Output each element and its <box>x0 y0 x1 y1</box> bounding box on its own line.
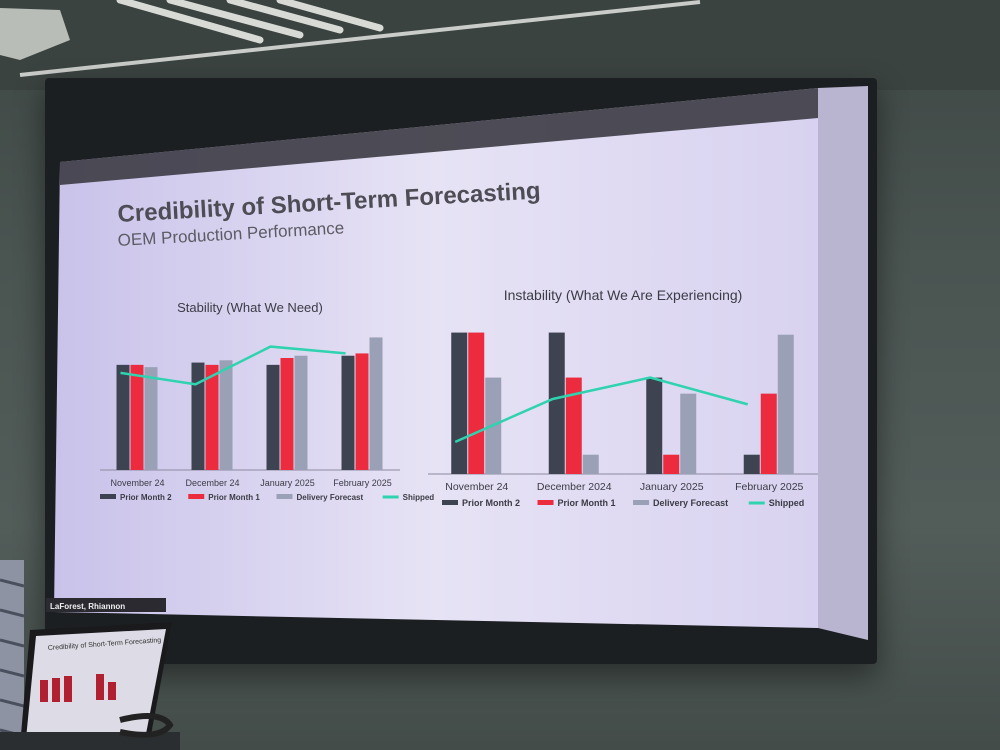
legend-label: Prior Month 1 <box>558 498 616 508</box>
chart-legend: Prior Month 2 Prior Month 1 Delivery Forec… <box>100 493 434 502</box>
bar-prior-month-2 <box>266 364 280 470</box>
bar-delivery-forecast <box>219 360 233 470</box>
bar-delivery-forecast <box>144 367 158 470</box>
bar-delivery-forecast <box>582 454 599 474</box>
line-shipped <box>454 376 749 444</box>
bar-prior-month-2 <box>451 332 468 474</box>
x-tick-label: November 24 <box>110 478 164 488</box>
x-tick-label: February 2025 <box>333 478 392 488</box>
bar-prior-month-1 <box>468 332 485 474</box>
legend-swatch <box>442 500 458 505</box>
chart-legend: Prior Month 2 Prior Month 1 Delivery Forec… <box>442 498 804 508</box>
bar-prior-month-2 <box>341 355 355 470</box>
footer-bar <box>46 598 166 612</box>
bar-prior-month-1 <box>130 364 144 470</box>
bar-delivery-forecast <box>369 337 383 470</box>
bar-prior-month-1 <box>663 454 680 474</box>
legend-label: Shipped <box>769 498 805 508</box>
screen-right-band <box>818 86 868 640</box>
bar-prior-month-2 <box>646 377 663 474</box>
bar-prior-month-1 <box>205 364 219 470</box>
ceiling-fixtures <box>0 0 1000 90</box>
chart-instability: Instability (What We Are Experiencing) No… <box>428 287 818 508</box>
bar-delivery-forecast <box>777 334 794 474</box>
legend-label: Shipped <box>403 493 435 502</box>
chart-title: Stability (What We Need) <box>177 300 323 315</box>
slide-background <box>54 88 818 628</box>
line-shipped <box>120 345 346 386</box>
bar-prior-month-2 <box>191 362 205 470</box>
bar-prior-month-1 <box>280 358 294 470</box>
laptop: Credibility of Short-Term Forecasting <box>0 622 180 750</box>
legend-swatch <box>188 494 205 499</box>
chart-title: Instability (What We Are Experiencing) <box>504 287 743 303</box>
legend-swatch <box>100 494 116 499</box>
legend-swatch <box>276 494 293 499</box>
legend-label: Delivery Forecast <box>296 493 363 502</box>
x-tick-label: January 2025 <box>640 481 704 493</box>
legend-swatch <box>537 500 554 505</box>
slide-header-band <box>60 88 818 185</box>
footer-name: LaForest, Rhiannon <box>50 602 125 611</box>
legend-label: Delivery Forecast <box>653 498 728 508</box>
bar-delivery-forecast <box>294 355 308 470</box>
bar-prior-month-2 <box>548 332 565 474</box>
chart-stability: Stability (What We Need) November 24 Decem… <box>100 300 434 502</box>
x-tick-label: December 2024 <box>537 481 612 493</box>
bar-prior-month-2 <box>743 454 760 474</box>
legend-swatch <box>633 500 650 505</box>
legend-label: Prior Month 2 <box>462 498 520 508</box>
legend-label: Prior Month 2 <box>120 493 172 502</box>
bar-prior-month-1 <box>565 377 582 474</box>
bar-prior-month-1 <box>760 393 777 474</box>
x-tick-label: December 24 <box>185 478 239 488</box>
bar-prior-month-2 <box>116 364 130 470</box>
bar-prior-month-1 <box>355 353 369 470</box>
x-tick-label: February 2025 <box>735 481 803 493</box>
x-tick-label: November 24 <box>445 481 508 493</box>
bar-delivery-forecast <box>680 393 697 474</box>
person-silhouette <box>0 560 24 750</box>
legend-label: Prior Month 1 <box>208 493 260 502</box>
x-tick-label: January 2025 <box>260 478 315 488</box>
